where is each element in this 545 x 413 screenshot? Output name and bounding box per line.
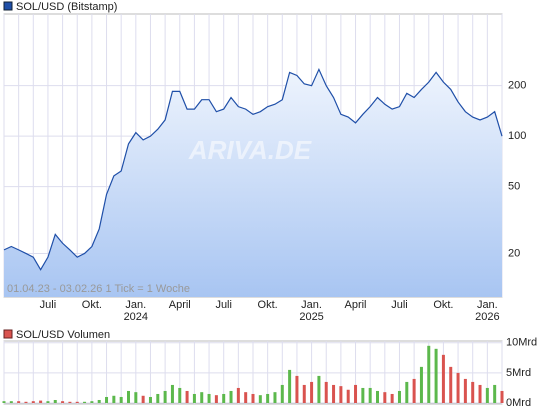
volume-bar xyxy=(141,395,145,403)
y-tick-label: 200 xyxy=(508,80,526,92)
legend-label: SOL/USD Volumen xyxy=(16,329,110,341)
volume-bar xyxy=(105,396,109,403)
volume-bar xyxy=(192,393,196,403)
volume-bar xyxy=(148,396,152,403)
y-tick-label: 100 xyxy=(508,130,526,142)
volume-bar xyxy=(163,390,167,403)
volume-bar xyxy=(75,401,79,403)
volume-bar xyxy=(288,369,292,403)
legend-label: SOL/USD (Bitstamp) xyxy=(16,1,117,13)
volume-bar xyxy=(251,393,255,403)
y-tick-label: 5Mrd xyxy=(506,367,531,379)
volume-bar xyxy=(214,395,218,403)
volume-bar xyxy=(31,401,35,403)
volume-bar xyxy=(471,381,475,403)
x-tick-label: Juli xyxy=(39,299,57,311)
x-tick-label: Jan. 2026 xyxy=(475,299,500,323)
x-tick-label: April xyxy=(168,299,191,311)
volume-bar xyxy=(17,401,21,403)
volume-bar xyxy=(339,386,343,403)
volume-bar xyxy=(258,395,262,403)
volume-bar xyxy=(2,401,6,403)
volume-bar xyxy=(90,401,94,403)
volume-bar xyxy=(68,401,72,403)
volume-bar xyxy=(478,384,482,403)
volume-bar xyxy=(273,392,277,403)
volume-bar xyxy=(493,384,497,403)
x-tick-label: April xyxy=(344,299,367,311)
volume-bar xyxy=(266,393,270,403)
volume-bar xyxy=(354,384,358,403)
x-tick-label: Juli xyxy=(391,299,408,311)
volume-bar xyxy=(419,366,423,403)
volume-bar xyxy=(346,389,350,403)
x-tick-label: Okt. xyxy=(433,299,454,311)
volume-bar xyxy=(185,390,189,403)
x-tick-label: Jan. 2025 xyxy=(299,299,324,323)
volume-bar xyxy=(46,401,50,403)
volume-bar xyxy=(456,372,460,403)
volume-bar xyxy=(83,401,87,403)
x-tick-label: Okt. xyxy=(81,299,102,311)
volume-bar xyxy=(170,384,174,403)
volume-bar xyxy=(500,390,504,403)
volume-bar xyxy=(222,393,226,403)
volume-bar xyxy=(441,354,445,403)
volume-bar xyxy=(112,395,116,403)
volume-bar xyxy=(97,399,101,403)
volume-bar xyxy=(244,392,248,403)
volume-bar xyxy=(405,381,409,403)
volume-bar xyxy=(485,387,489,403)
price-area xyxy=(4,69,502,297)
volume-bar xyxy=(302,384,306,403)
volume-bar xyxy=(119,396,123,403)
volume-bar xyxy=(397,390,401,403)
volume-bar xyxy=(280,384,284,403)
volume-bar xyxy=(295,375,299,403)
watermark: ARIVA.DE xyxy=(188,135,312,165)
volume-bar xyxy=(127,390,130,403)
volume-bar xyxy=(361,387,365,403)
volume-bar xyxy=(207,393,211,403)
volume-bar xyxy=(317,375,321,403)
volume-bar xyxy=(61,401,65,403)
volume-bar xyxy=(200,392,204,403)
x-tick-label: Jan. 2024 xyxy=(123,299,149,323)
volume-bar xyxy=(53,399,57,403)
volume-bar xyxy=(310,381,314,403)
price-line xyxy=(3,67,503,271)
volume-bar xyxy=(383,392,387,403)
annotation: 01.04.23 - 03.02.26 1 Tick = 1 Woche xyxy=(7,283,190,295)
volume-bar xyxy=(376,390,379,403)
volume-bar xyxy=(434,348,438,403)
y-tick-label: 0Mrd xyxy=(506,397,531,409)
volume-bar xyxy=(236,387,240,403)
volume-bar xyxy=(332,384,336,403)
volume-bar xyxy=(368,387,372,403)
volume-bar xyxy=(390,393,394,403)
volume-bar xyxy=(412,378,416,403)
volume-bar xyxy=(178,387,182,403)
y-tick-label: 10Mrd xyxy=(506,337,537,349)
volume-bar xyxy=(463,378,467,403)
volume-bar xyxy=(134,392,138,403)
volume-bar xyxy=(39,400,43,403)
volume-bar xyxy=(427,345,431,403)
x-tick-label: Okt. xyxy=(257,299,278,311)
legend-swatch xyxy=(3,329,13,339)
y-tick-label: 20 xyxy=(508,247,520,259)
x-tick-label: Juli xyxy=(215,299,232,311)
volume-bar xyxy=(24,401,28,403)
legend-swatch xyxy=(3,1,13,11)
volume-bar xyxy=(229,390,233,403)
volume-bar xyxy=(156,393,160,403)
volume-bar xyxy=(9,401,13,403)
volume-bar xyxy=(449,366,453,403)
y-tick-label: 50 xyxy=(508,181,520,193)
volume-bar xyxy=(324,381,328,403)
